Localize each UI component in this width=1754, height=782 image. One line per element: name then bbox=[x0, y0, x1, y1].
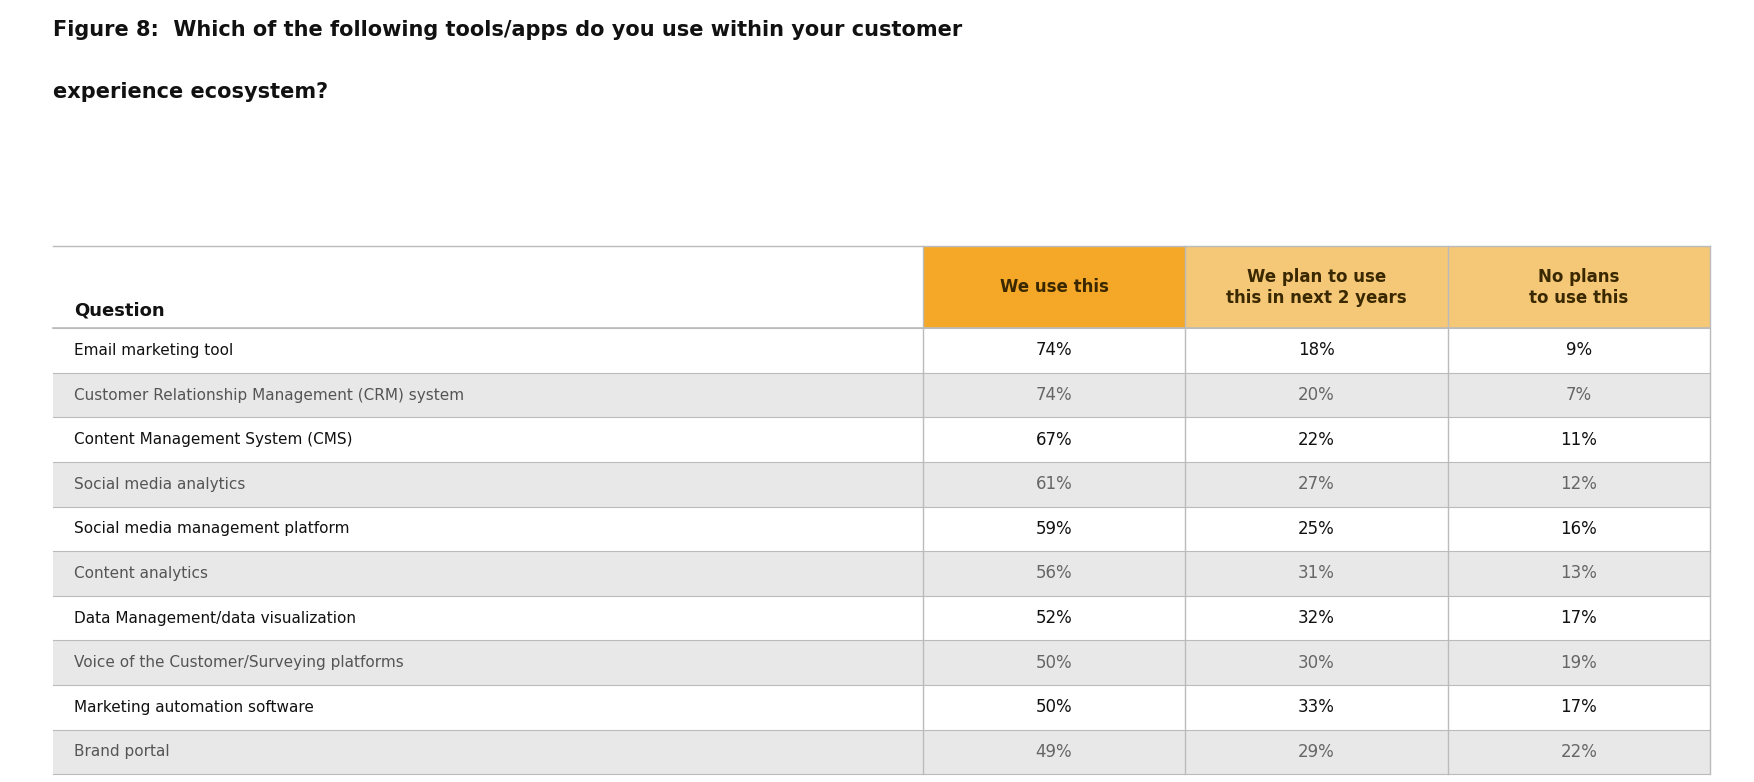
Text: 17%: 17% bbox=[1561, 609, 1598, 627]
Text: 56%: 56% bbox=[1035, 565, 1072, 583]
Text: 11%: 11% bbox=[1561, 431, 1598, 449]
Text: Email marketing tool: Email marketing tool bbox=[74, 343, 233, 358]
Text: 20%: 20% bbox=[1298, 386, 1335, 404]
Text: 52%: 52% bbox=[1035, 609, 1072, 627]
Text: Question: Question bbox=[74, 301, 165, 319]
Text: 74%: 74% bbox=[1035, 386, 1072, 404]
Text: 27%: 27% bbox=[1298, 475, 1335, 493]
Text: 13%: 13% bbox=[1561, 565, 1598, 583]
Text: 33%: 33% bbox=[1298, 698, 1335, 716]
Text: 31%: 31% bbox=[1298, 565, 1335, 583]
Text: Social media management platform: Social media management platform bbox=[74, 522, 349, 536]
Text: experience ecosystem?: experience ecosystem? bbox=[53, 82, 328, 102]
Text: Content analytics: Content analytics bbox=[74, 566, 207, 581]
Text: Voice of the Customer/Surveying platforms: Voice of the Customer/Surveying platform… bbox=[74, 655, 403, 670]
Text: No plans
to use this: No plans to use this bbox=[1529, 268, 1628, 307]
Text: 7%: 7% bbox=[1566, 386, 1593, 404]
Text: Customer Relationship Management (CRM) system: Customer Relationship Management (CRM) s… bbox=[74, 388, 463, 403]
Text: 59%: 59% bbox=[1035, 520, 1072, 538]
Text: We use this: We use this bbox=[1000, 278, 1109, 296]
Text: 17%: 17% bbox=[1561, 698, 1598, 716]
Text: 12%: 12% bbox=[1561, 475, 1598, 493]
Text: 25%: 25% bbox=[1298, 520, 1335, 538]
Text: We plan to use
this in next 2 years: We plan to use this in next 2 years bbox=[1226, 268, 1407, 307]
Text: 74%: 74% bbox=[1035, 342, 1072, 360]
Text: 22%: 22% bbox=[1561, 743, 1598, 761]
Text: 9%: 9% bbox=[1566, 342, 1593, 360]
Text: Content Management System (CMS): Content Management System (CMS) bbox=[74, 432, 353, 447]
Text: 32%: 32% bbox=[1298, 609, 1335, 627]
Text: Brand portal: Brand portal bbox=[74, 744, 170, 759]
Text: Marketing automation software: Marketing automation software bbox=[74, 700, 314, 715]
Text: 67%: 67% bbox=[1035, 431, 1072, 449]
Text: 30%: 30% bbox=[1298, 654, 1335, 672]
Text: 19%: 19% bbox=[1561, 654, 1598, 672]
Text: 61%: 61% bbox=[1035, 475, 1072, 493]
Text: 16%: 16% bbox=[1561, 520, 1598, 538]
Text: 49%: 49% bbox=[1035, 743, 1072, 761]
Text: 29%: 29% bbox=[1298, 743, 1335, 761]
Text: Figure 8:  Which of the following tools/apps do you use within your customer: Figure 8: Which of the following tools/a… bbox=[53, 20, 961, 40]
Text: 18%: 18% bbox=[1298, 342, 1335, 360]
Text: Data Management/data visualization: Data Management/data visualization bbox=[74, 611, 356, 626]
Text: 50%: 50% bbox=[1035, 654, 1072, 672]
Text: 50%: 50% bbox=[1035, 698, 1072, 716]
Text: Social media analytics: Social media analytics bbox=[74, 477, 246, 492]
Text: 22%: 22% bbox=[1298, 431, 1335, 449]
